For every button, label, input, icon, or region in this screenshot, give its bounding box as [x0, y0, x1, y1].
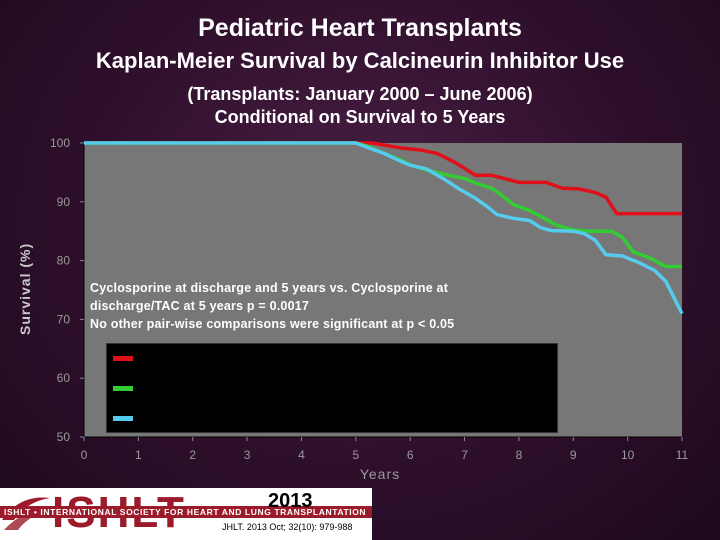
report-year: 2013 [268, 490, 313, 512]
x-tick-label: 1 [135, 448, 142, 462]
logo-band-text: ISHLT • INTERNATIONAL SOCIETY FOR HEART … [4, 507, 367, 517]
legend [106, 343, 558, 433]
annotation-line-2: discharge/TAC at 5 years p = 0.0017 [90, 299, 310, 313]
x-tick-label: 3 [244, 448, 251, 462]
legend-item-cyclosporine [113, 350, 553, 366]
subtitle-line-2: Conditional on Survival to 5 Years [214, 107, 506, 127]
series-group [84, 141, 684, 315]
y-tick-label: 70 [57, 312, 71, 326]
ishlt-logo: ISHLT ISHLT • INTERNATIONAL SOCIETY FOR … [0, 488, 372, 540]
x-tick-label: 8 [516, 448, 523, 462]
chart-subtitle: Kaplan-Meier Survival by Calcineurin Inh… [95, 48, 625, 73]
legend-swatch-cyan [113, 416, 133, 421]
y-tick-label: 80 [57, 254, 71, 268]
logo-band [0, 506, 372, 518]
legend-swatch-red [113, 356, 133, 361]
x-tick-label: 7 [461, 448, 468, 462]
y-tick-label: 50 [57, 430, 71, 444]
series-line-2 [84, 141, 684, 315]
legend-item-tacrolimus [113, 410, 553, 426]
x-tick-label: 11 [676, 448, 689, 462]
y-axis-label: Survival (%) [17, 242, 33, 335]
axes: 50 60 70 80 90 100 0 1 2 3 4 5 6 7 8 9 10 11 [50, 136, 689, 462]
legend-swatch-green [113, 386, 133, 391]
x-tick-label: 10 [621, 448, 635, 462]
chart-subtitle-secondary: (Transplants: January 2000 – June 2006) … [0, 83, 720, 129]
x-tick-label: 5 [352, 448, 359, 462]
annotation-line-3: No other pair-wise comparisons were sign… [90, 317, 455, 331]
x-tick-label: 0 [81, 448, 88, 462]
y-tick-label: 60 [57, 371, 71, 385]
p-value-annotation: Cyclosporine at discharge and 5 years vs… [90, 279, 520, 333]
y-tick-label: 100 [50, 136, 70, 150]
annotation-line-1: Cyclosporine at discharge and 5 years vs… [90, 281, 449, 295]
legend-item-cyclosporine-tac [113, 380, 553, 396]
x-tick-label: 4 [298, 448, 305, 462]
x-tick-label: 9 [570, 448, 577, 462]
series-line-0 [84, 141, 682, 216]
y-tick-label: 90 [57, 195, 71, 209]
citation: JHLT. 2013 Oct; 32(10): 979-988 [222, 522, 353, 532]
x-tick-label: 6 [407, 448, 414, 462]
page-title: Pediatric Heart Transplants [198, 14, 522, 42]
x-axis-label: Years [359, 466, 401, 482]
x-tick-label: 2 [189, 448, 196, 462]
subtitle-line-1: (Transplants: January 2000 – June 2006) [187, 84, 533, 104]
